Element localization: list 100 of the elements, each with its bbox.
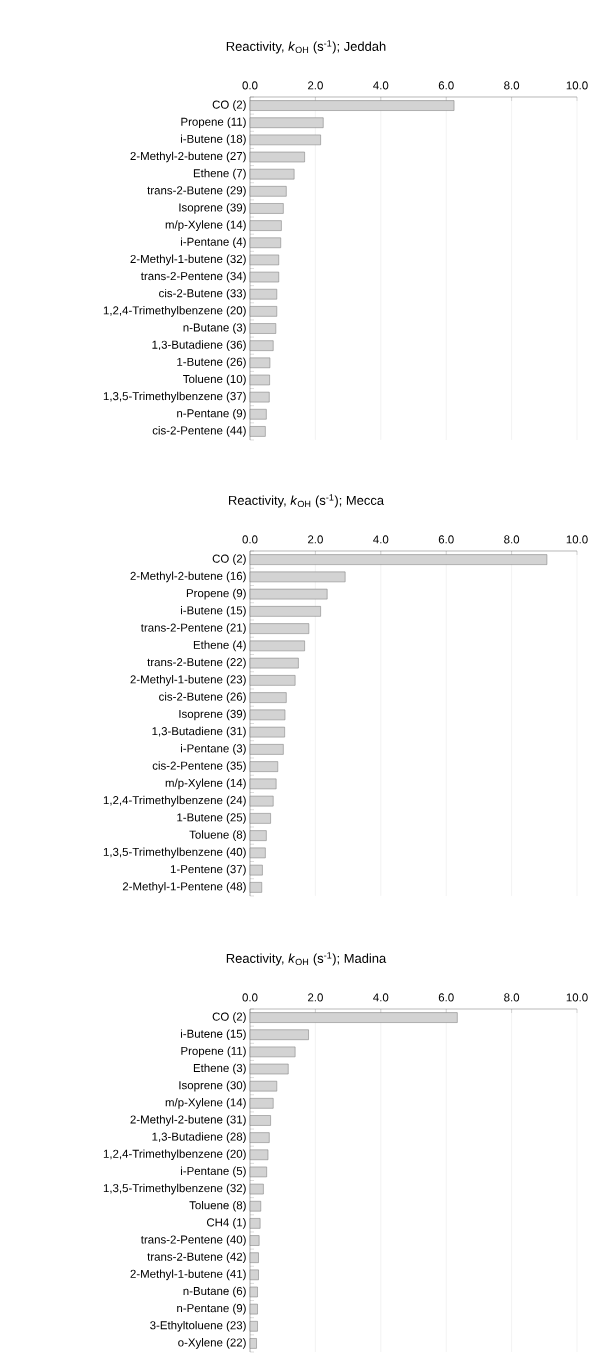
y-tick-label: 2-Methyl-2-butene (31) — [130, 1115, 246, 1126]
bar — [249, 1303, 258, 1315]
bar — [249, 323, 277, 334]
y-tick-label: 1,3-Butadiene (31) — [152, 726, 246, 738]
y-tick-label: trans-2-Pentene (21) — [140, 623, 246, 634]
bar — [249, 168, 295, 180]
bar — [249, 588, 328, 600]
y-tick-label: 1,3,5-Trimethylbenzene (37) — [103, 391, 246, 403]
bar — [249, 744, 284, 755]
bar — [249, 203, 284, 214]
x-tick-label: 8.0 — [504, 993, 520, 1002]
bar — [249, 1338, 257, 1349]
y-tick-label: Ethene (3) — [193, 1063, 246, 1075]
bar — [249, 882, 263, 893]
y-tick-label: n-Butane (3) — [183, 323, 246, 334]
y-tick-label: trans-2-Butene (29) — [147, 185, 246, 197]
y-tick-label: m/p-Xylene (14) — [165, 1097, 246, 1109]
y-tick-label: 1,2,4-Trimethylbenzene (20) — [103, 306, 246, 317]
y-tick-label: m/p-Xylene (14) — [165, 220, 246, 231]
x-tick-label: 2.0 — [308, 535, 323, 544]
bar — [249, 134, 321, 146]
y-tick-label: 1,3-Butadiene (28) — [152, 1132, 246, 1143]
y-tick-label: Toluene (8) — [189, 830, 246, 841]
x-tick-label: 4.0 — [373, 993, 389, 1002]
y-tick-label: 2-Methyl-1-Pentene (48) — [122, 882, 246, 893]
x-tick-label: 6.0 — [438, 993, 454, 1002]
y-tick-label: i-Pentane (3) — [181, 744, 246, 755]
y-tick-label: CO (2) — [212, 1012, 246, 1023]
bar — [249, 100, 455, 111]
y-tick-label: 2-Methyl-1-butene (41) — [130, 1269, 246, 1281]
x-tick-label: 8.0 — [504, 81, 520, 90]
y-tick-label: 1-Butene (26) — [177, 357, 246, 369]
x-tick-label: 0.0 — [242, 535, 258, 544]
bar — [249, 657, 299, 669]
y-tick-label: CO (2) — [212, 554, 246, 565]
bar — [249, 571, 346, 583]
bar — [249, 1269, 259, 1281]
x-tick-label: 2.0 — [308, 993, 323, 1002]
y-tick-label: Ethene (4) — [193, 640, 246, 652]
y-tick-label: trans-2-Butene (22) — [147, 657, 246, 669]
bar — [249, 1029, 309, 1040]
bar — [249, 426, 266, 437]
y-tick-label: 1,3,5-Trimethylbenzene (32) — [103, 1183, 246, 1195]
y-tick-label: Propene (11) — [181, 117, 246, 129]
bar — [249, 864, 263, 876]
y-tick-label: Isoprene (30) — [179, 1080, 246, 1092]
y-tick-label: Toluene (10) — [183, 374, 246, 386]
bar — [249, 1201, 262, 1212]
bar — [249, 1098, 274, 1109]
y-tick-label: cis-2-Butene (26) — [159, 692, 246, 703]
bar — [249, 1012, 458, 1023]
bar — [249, 357, 271, 369]
x-tick-label: 4.0 — [373, 81, 389, 90]
x-tick-label: 0.0 — [242, 993, 258, 1002]
x-tick-label: 4.0 — [373, 535, 389, 544]
y-tick-label: i-Butene (15) — [181, 606, 246, 617]
y-tick-label: 1,2,4-Trimethylbenzene (24) — [103, 795, 246, 807]
x-tick-label: 10.0 — [566, 81, 588, 90]
bar — [249, 186, 287, 197]
bar — [249, 117, 324, 128]
bar — [249, 409, 267, 420]
bar — [249, 1286, 258, 1298]
y-tick-label: cis-2-Pentene (44) — [152, 426, 246, 437]
bar — [249, 1063, 289, 1075]
y-tick-label: Propene (9) — [186, 588, 246, 600]
bar — [249, 1046, 296, 1058]
bar — [249, 675, 296, 686]
y-tick-label: Isoprene (39) — [179, 203, 246, 214]
bar — [249, 306, 278, 317]
y-tick-label: 1-Pentene (37) — [170, 864, 246, 876]
bar — [249, 254, 280, 266]
y-tick-label: n-Pentane (9) — [177, 408, 246, 420]
bar — [249, 1115, 271, 1126]
x-tick-label: 8.0 — [504, 535, 520, 544]
bar — [249, 778, 277, 790]
y-tick-label: CO (2) — [212, 100, 246, 111]
bar — [249, 1235, 260, 1246]
bar — [249, 1218, 261, 1229]
y-tick-label: Isoprene (39) — [179, 709, 246, 721]
y-tick-label: 1-Butene (25) — [177, 813, 246, 824]
bar — [249, 1080, 278, 1092]
chart-title: Reactivity, k$_{OH}$ (s$^{-1}$); Jeddah — [226, 40, 386, 54]
y-tick-label: Propene (11) — [181, 1046, 246, 1058]
bar — [249, 847, 266, 859]
bar — [249, 830, 267, 841]
x-tick-label: 10.0 — [566, 993, 588, 1002]
x-tick-label: 10.0 — [566, 535, 588, 544]
y-tick-label: Toluene (8) — [189, 1200, 246, 1212]
x-tick-label: 2.0 — [308, 81, 323, 90]
y-tick-label: i-Pentane (5) — [181, 1166, 246, 1178]
bar — [249, 374, 270, 386]
y-tick-label: trans-2-Pentene (34) — [140, 271, 246, 283]
y-tick-label: i-Butene (15) — [181, 1029, 246, 1041]
y-tick-label: 3-Ethyltoluene (23) — [150, 1320, 246, 1332]
bar — [249, 726, 285, 738]
bar — [249, 1132, 270, 1143]
bar — [249, 237, 281, 248]
y-tick-label: i-Butene (18) — [181, 134, 246, 146]
bar — [249, 220, 282, 231]
y-tick-label: o-Xylene (22) — [178, 1338, 246, 1349]
